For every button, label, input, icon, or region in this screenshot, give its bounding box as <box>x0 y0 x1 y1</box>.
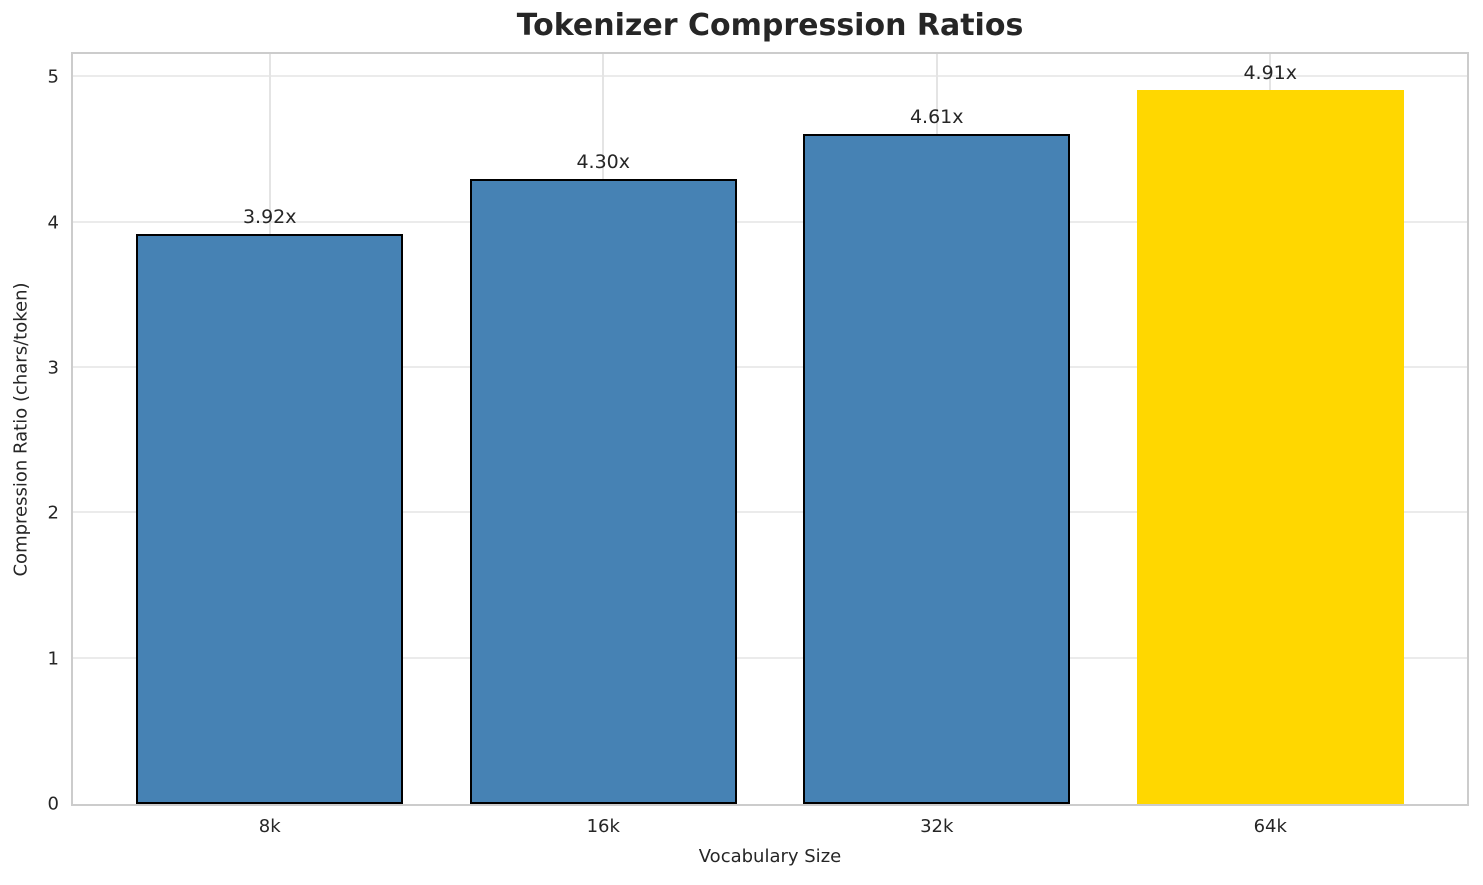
bar-16k <box>469 179 737 804</box>
gridline-horizontal <box>73 511 1467 514</box>
y-tick-label: 3 <box>47 357 59 379</box>
plot-area: 0 1 2 3 4 5 3.92x 8k 4.30x 16k 4.61x 32k 4.91x 64k <box>48 52 1469 837</box>
x-tick-label: 64k <box>1253 816 1287 837</box>
x-tick-label: 16k <box>586 816 620 837</box>
y-axis-label: Compression Ratio (chars/token) <box>10 281 32 577</box>
y-tick-label: 5 <box>47 66 59 88</box>
chart-title: Tokenizer Compression Ratios <box>516 8 1024 43</box>
gridline-horizontal <box>73 75 1467 78</box>
bar-32k <box>803 133 1071 804</box>
bar-64k <box>1136 90 1404 804</box>
y-tick-label: 2 <box>47 502 59 524</box>
y-tick-label: 1 <box>47 648 59 670</box>
bar-value-label: 4.30x <box>576 151 631 173</box>
gridline-horizontal <box>73 220 1467 223</box>
bar-value-label: 4.91x <box>1243 62 1298 85</box>
x-tick-label: 8k <box>258 816 281 837</box>
gridline-horizontal <box>73 365 1467 368</box>
bar-value-label: 4.61x <box>909 105 964 128</box>
x-axis-label: Vocabulary Size <box>698 846 842 867</box>
gridline-horizontal <box>73 656 1467 659</box>
y-tick-label: 4 <box>47 212 59 234</box>
bar-8k <box>136 234 404 804</box>
x-tick-label: 32k <box>920 816 954 837</box>
y-axis-label-wrap: Compression Ratio (chars/token) <box>0 52 42 806</box>
bar-value-label: 3.92x <box>242 206 297 229</box>
y-tick-label: 0 <box>47 793 59 815</box>
